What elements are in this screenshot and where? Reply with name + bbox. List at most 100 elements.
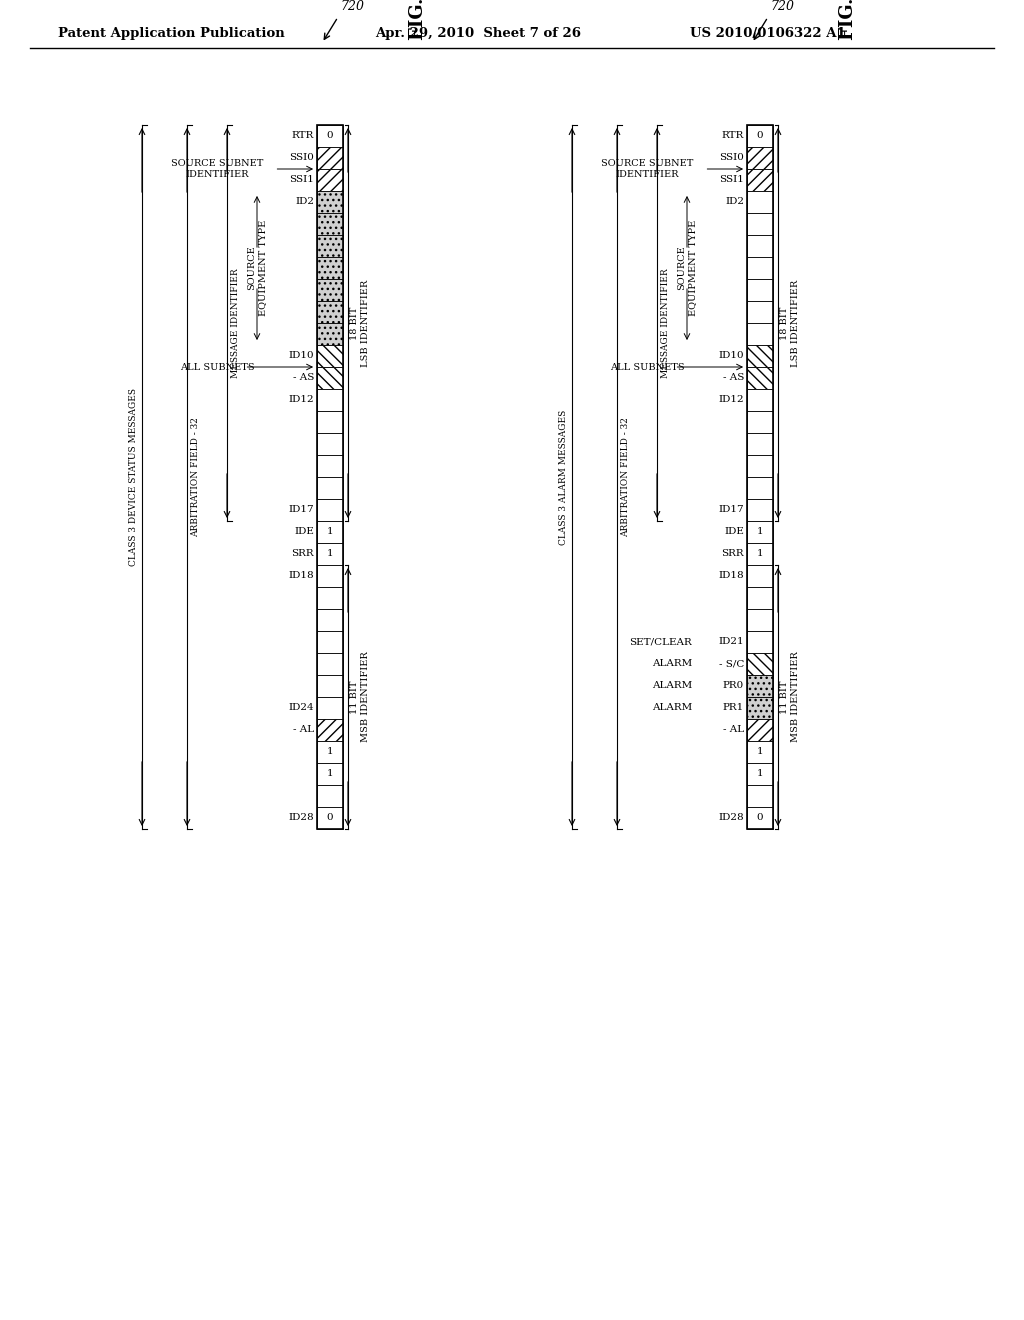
Bar	[317, 125, 343, 147]
Text: SSI1: SSI1	[289, 176, 314, 185]
Bar	[317, 807, 343, 829]
Text: - AS: - AS	[293, 374, 314, 383]
Text: 720: 720	[770, 0, 794, 13]
Text: ID12: ID12	[289, 396, 314, 404]
Bar	[317, 147, 343, 169]
Text: SOURCE SUBNET
IDENTIFIER: SOURCE SUBNET IDENTIFIER	[171, 160, 263, 178]
Text: SSI0: SSI0	[719, 153, 744, 162]
Text: ID28: ID28	[289, 813, 314, 822]
Bar	[317, 367, 343, 389]
Bar	[317, 433, 343, 455]
Bar	[317, 763, 343, 785]
Bar	[746, 367, 773, 389]
Bar	[317, 719, 343, 741]
Text: ID17: ID17	[719, 506, 744, 515]
Bar	[317, 653, 343, 675]
Text: ALL SUBNETS: ALL SUBNETS	[179, 363, 254, 371]
Text: SRR: SRR	[721, 549, 744, 558]
Text: FIG. 10A: FIG. 10A	[409, 0, 427, 40]
Text: ID17: ID17	[289, 506, 314, 515]
Text: - AL: - AL	[723, 726, 744, 734]
Bar	[317, 235, 343, 257]
Text: 1: 1	[327, 770, 334, 779]
Bar	[746, 345, 773, 367]
Bar	[746, 565, 773, 587]
Text: ID18: ID18	[289, 572, 314, 581]
Bar	[746, 477, 773, 499]
Bar	[746, 763, 773, 785]
Bar	[746, 653, 773, 675]
Bar	[746, 697, 773, 719]
Text: - AL: - AL	[293, 726, 314, 734]
Text: RTR: RTR	[292, 132, 314, 140]
Text: RTR: RTR	[722, 132, 744, 140]
Bar	[746, 169, 773, 191]
Text: 0: 0	[327, 132, 334, 140]
Text: 18 BIT
LSB IDENTIFIER: 18 BIT LSB IDENTIFIER	[350, 280, 370, 367]
Bar	[317, 279, 343, 301]
Bar	[317, 565, 343, 587]
Bar	[317, 609, 343, 631]
Bar	[317, 345, 343, 367]
Bar	[317, 191, 343, 213]
Text: PR1: PR1	[723, 704, 744, 713]
Text: ID10: ID10	[289, 351, 314, 360]
Text: 0: 0	[757, 813, 763, 822]
Bar	[746, 411, 773, 433]
Text: PR0: PR0	[723, 681, 744, 690]
Bar	[746, 147, 773, 169]
Text: ID18: ID18	[719, 572, 744, 581]
Text: SOURCE
EQUIPMENT TYPE: SOURCE EQUIPMENT TYPE	[677, 220, 696, 315]
Text: SSI1: SSI1	[719, 176, 744, 185]
Bar	[746, 543, 773, 565]
Bar	[746, 213, 773, 235]
Bar	[317, 499, 343, 521]
Bar	[317, 587, 343, 609]
Bar	[746, 125, 773, 829]
Text: 1: 1	[757, 770, 763, 779]
Bar	[746, 125, 773, 147]
Text: ARBITRATION FIELD - 32: ARBITRATION FIELD - 32	[622, 417, 631, 537]
Bar	[317, 697, 343, 719]
Bar	[317, 675, 343, 697]
Bar	[746, 631, 773, 653]
Text: Patent Application Publication: Patent Application Publication	[58, 26, 285, 40]
Text: CLASS 3 DEVICE STATUS MESSAGES: CLASS 3 DEVICE STATUS MESSAGES	[128, 388, 137, 566]
Text: ID21: ID21	[719, 638, 744, 647]
Bar	[746, 433, 773, 455]
Text: SSI0: SSI0	[289, 153, 314, 162]
Text: 0: 0	[757, 132, 763, 140]
Bar	[317, 389, 343, 411]
Text: FIG. 10B: FIG. 10B	[839, 0, 857, 40]
Text: 1: 1	[327, 549, 334, 558]
Text: SET/CLEAR: SET/CLEAR	[630, 638, 692, 647]
Text: ID2: ID2	[725, 198, 744, 206]
Bar	[746, 191, 773, 213]
Text: ALARM: ALARM	[651, 704, 692, 713]
Text: ALL SUBNETS: ALL SUBNETS	[609, 363, 684, 371]
Text: MESSAGE IDENTIFIER: MESSAGE IDENTIFIER	[231, 268, 241, 378]
Bar	[746, 675, 773, 697]
Bar	[746, 499, 773, 521]
Text: - S/C: - S/C	[719, 660, 744, 668]
Text: 11 BIT
MSB IDENTIFIER: 11 BIT MSB IDENTIFIER	[780, 652, 800, 742]
Text: 720: 720	[340, 0, 364, 13]
Bar	[317, 169, 343, 191]
Bar	[317, 521, 343, 543]
Bar	[317, 125, 343, 829]
Bar	[317, 455, 343, 477]
Bar	[746, 609, 773, 631]
Text: 18 BIT
LSB IDENTIFIER: 18 BIT LSB IDENTIFIER	[780, 280, 800, 367]
Text: ID12: ID12	[719, 396, 744, 404]
Bar	[746, 301, 773, 323]
Text: MESSAGE IDENTIFIER: MESSAGE IDENTIFIER	[662, 268, 671, 378]
Bar	[746, 719, 773, 741]
Text: ARBITRATION FIELD - 32: ARBITRATION FIELD - 32	[191, 417, 201, 537]
Text: IDE: IDE	[294, 528, 314, 536]
Text: US 2010/0106322 A1: US 2010/0106322 A1	[690, 26, 846, 40]
Bar	[746, 455, 773, 477]
Text: 1: 1	[757, 747, 763, 756]
Text: SOURCE
EQUIPMENT TYPE: SOURCE EQUIPMENT TYPE	[248, 220, 266, 315]
Text: 0: 0	[327, 813, 334, 822]
Bar	[746, 741, 773, 763]
